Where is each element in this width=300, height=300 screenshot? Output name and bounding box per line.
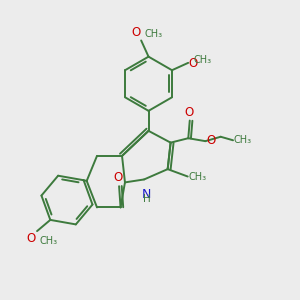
Text: N: N: [142, 188, 151, 201]
Text: O: O: [113, 171, 122, 184]
Text: CH₃: CH₃: [234, 135, 252, 145]
Text: O: O: [132, 26, 141, 39]
Text: CH₃: CH₃: [39, 236, 58, 246]
Text: O: O: [189, 57, 198, 70]
Text: CH₃: CH₃: [189, 172, 207, 182]
Text: H: H: [142, 194, 150, 204]
Text: O: O: [206, 134, 215, 147]
Text: CH₃: CH₃: [194, 56, 211, 65]
Text: CH₃: CH₃: [145, 29, 163, 39]
Text: O: O: [27, 232, 36, 245]
Text: O: O: [185, 106, 194, 119]
